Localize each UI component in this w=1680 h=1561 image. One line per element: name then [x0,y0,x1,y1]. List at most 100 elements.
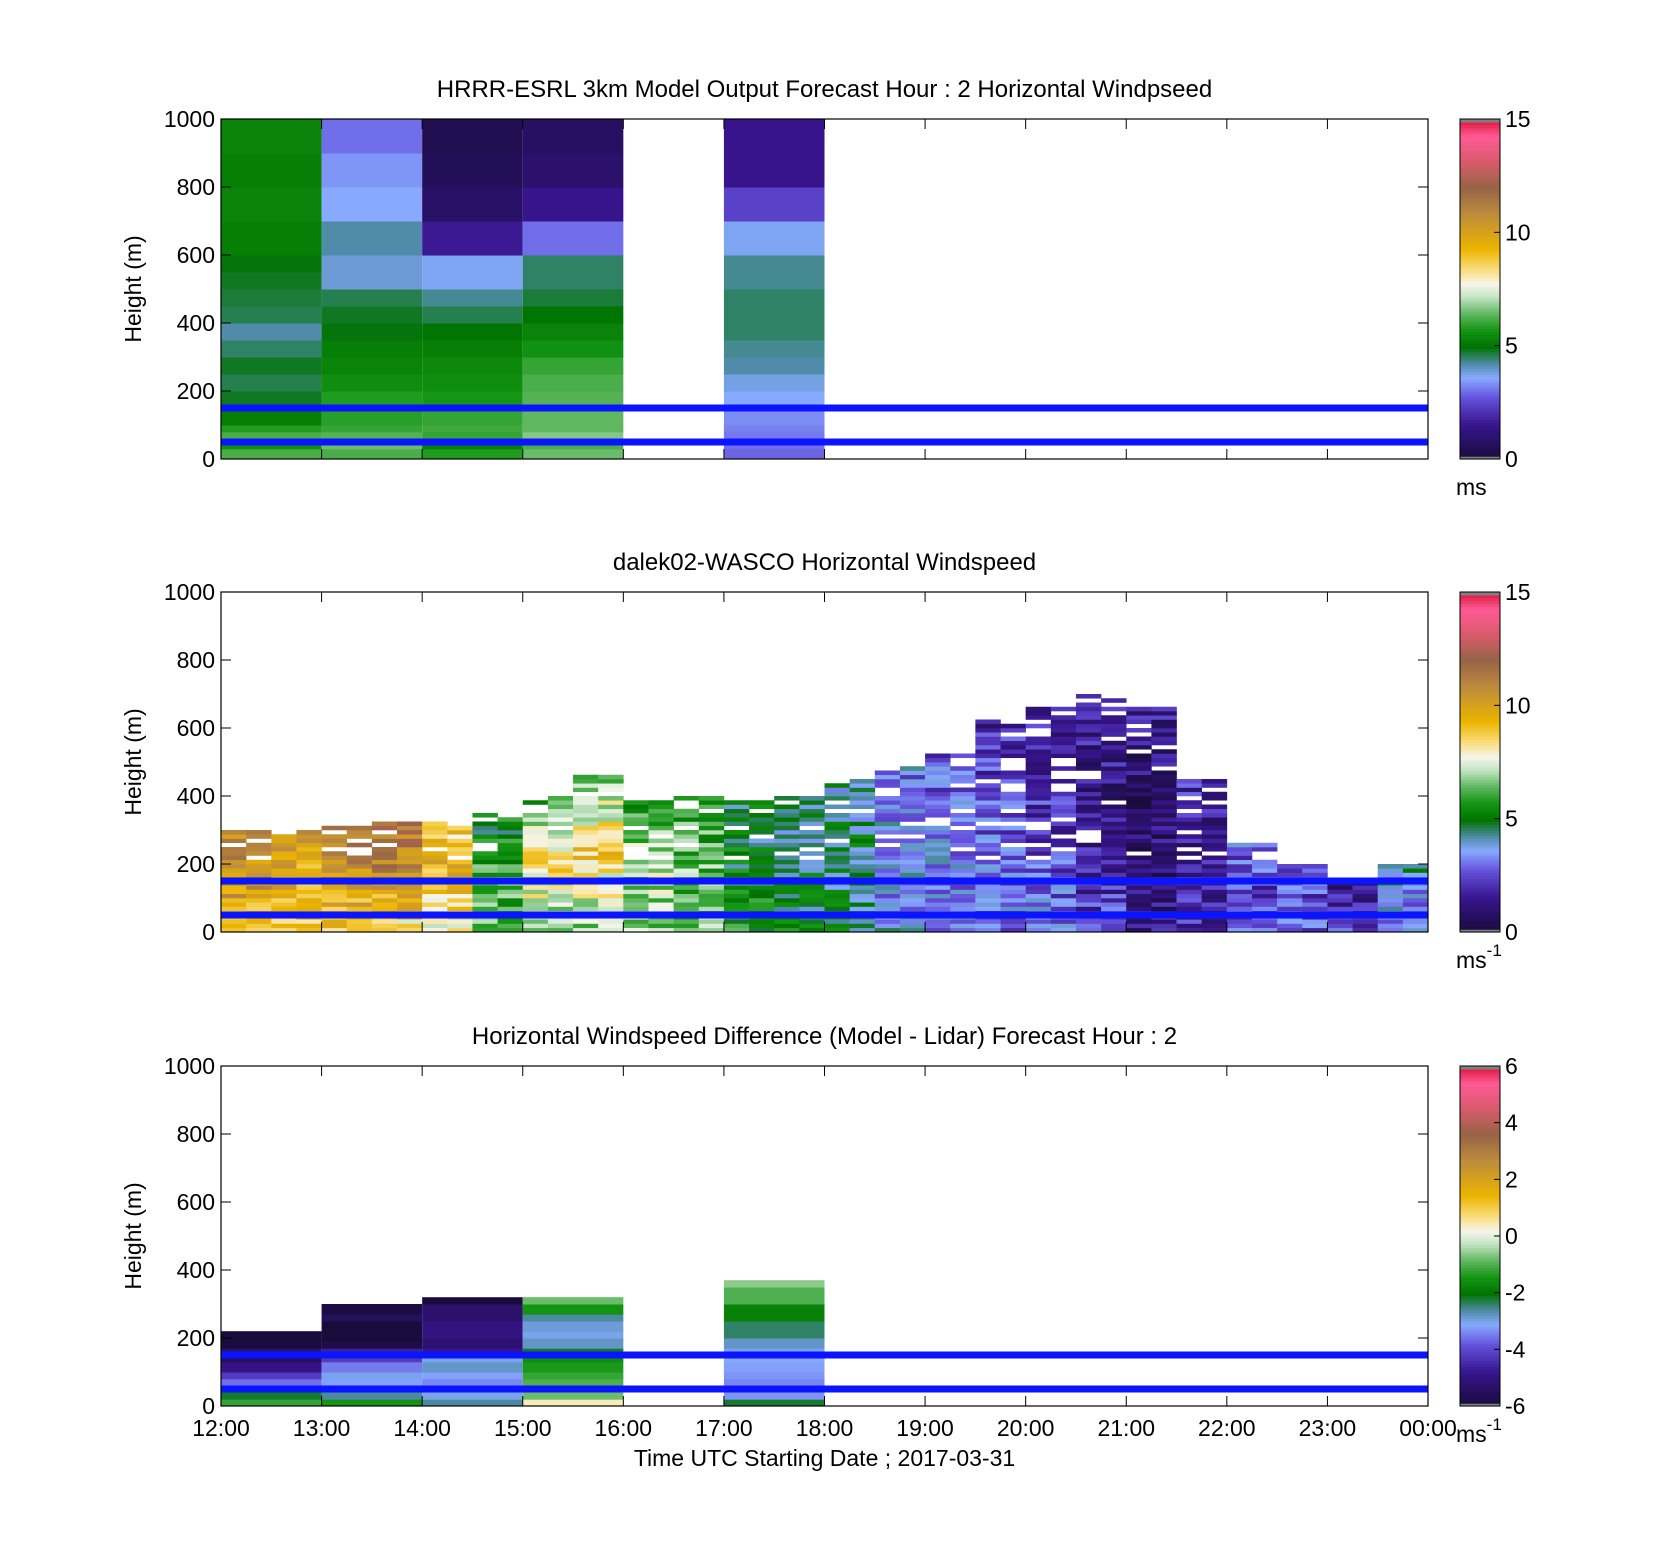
heatmap-cell [1377,898,1404,903]
heatmap-cell [346,919,373,924]
colorbar-segment [1460,337,1500,341]
heatmap-cell [925,889,951,895]
heatmap-cell [849,855,876,861]
heatmap-cell [221,1338,322,1349]
heatmap-cell [1075,872,1102,878]
colorbar-segment [1460,308,1500,313]
colorbar-segment [1460,334,1500,338]
heatmap-cell [799,927,825,933]
colorbar-segment [1460,1094,1500,1098]
colorbar-segment [1460,1326,1500,1331]
heatmap-cell [824,821,850,827]
heatmap-cell [824,923,850,929]
colorbar-unit-exponent: -1 [1487,1415,1502,1434]
heatmap-cell [598,855,624,861]
heatmap-cell [723,889,750,895]
heatmap-cell [598,885,624,890]
colorbar-segment [1460,614,1500,619]
heatmap-cell [1277,885,1303,890]
heatmap-cell [497,838,524,844]
heatmap-cell [899,779,926,784]
heatmap-cell [598,817,624,822]
heatmap-cell [1126,808,1152,814]
heatmap-cell [1025,766,1052,771]
heatmap-cell [849,847,876,852]
heatmap-cell [623,838,649,844]
colorbar-segment [1460,852,1500,857]
x-axis-label: Time UTC Starting Date ; 2017-03-31 [634,1445,1015,1471]
colorbar-segment [1460,385,1500,389]
heatmap-cell [1377,906,1404,912]
heatmap-cell [422,830,448,835]
heatmap-cell [1000,906,1026,912]
heatmap-cell [447,902,473,907]
heatmap-cell [598,838,624,844]
heatmap-cell [1050,796,1077,801]
heatmap-cell [422,864,448,869]
heatmap-cell [623,808,649,814]
heatmap-cell [1075,762,1102,767]
heatmap-cell [321,889,348,895]
heatmap-cell [1377,919,1404,924]
colorbar-segment [1460,212,1500,216]
heatmap-cell [371,834,398,839]
heatmap-cell [698,906,725,912]
heatmap-cell [573,804,599,810]
heatmap-cell [950,864,976,869]
heatmap-cell [321,842,348,848]
heatmap-cell [1075,821,1102,827]
colorbar-segment [1460,345,1500,350]
heatmap-cell [1075,813,1102,818]
colorbar-segment [1460,617,1500,621]
heatmap-cell [723,1372,825,1380]
colorbar-segment [1460,674,1500,678]
heatmap-cell [648,889,674,895]
heatmap-cell [849,906,876,912]
colorbar-segment [1460,136,1500,140]
heatmap-cell [1176,851,1202,856]
heatmap-cell [547,927,574,933]
heatmap-cell [1126,868,1152,873]
heatmap-cell [547,842,574,848]
colorbar-segment [1460,773,1500,777]
heatmap-cell [1050,902,1077,907]
heatmap-cell [1025,919,1052,924]
heatmap-cell [799,889,825,895]
heatmap-cell [547,808,574,814]
heatmap-cell [1201,817,1228,822]
colorbar-segment [1460,912,1500,916]
heatmap-cell [598,927,624,933]
heatmap-cell [346,864,373,869]
heatmap-cell [1075,804,1102,810]
x-tick-label: 12:00 [192,1415,250,1441]
heatmap-cell [422,927,448,933]
heatmap-cell [522,1389,624,1400]
colorbar-segment [1460,1210,1500,1214]
heatmap-cell [522,800,549,805]
heatmap-cell [1075,711,1102,716]
colorbar-segment [1460,626,1500,630]
heatmap-cell [1025,808,1052,814]
colorbar-segment [1460,150,1500,154]
heatmap-cell [397,838,423,844]
heatmap-cell [346,927,373,933]
colorbar-segment [1460,1400,1500,1404]
heatmap-cell [1025,723,1052,729]
heatmap-cell [698,898,725,903]
heatmap-cell [1025,847,1052,852]
heatmap-cell [547,885,574,890]
heatmap-cell [497,868,524,873]
colorbar-segment [1460,827,1500,831]
heatmap-cell [723,187,825,222]
heatmap-cell [346,842,373,848]
heatmap-cell [573,923,599,929]
heatmap-cell [925,864,951,869]
heatmap-cell [497,855,524,861]
heatmap-cell [899,800,926,805]
heatmap-cell [497,927,524,933]
heatmap-cell [723,442,825,450]
heatmap-cell [975,740,1001,746]
heatmap-cell [447,838,473,844]
heatmap-cell [698,851,725,856]
